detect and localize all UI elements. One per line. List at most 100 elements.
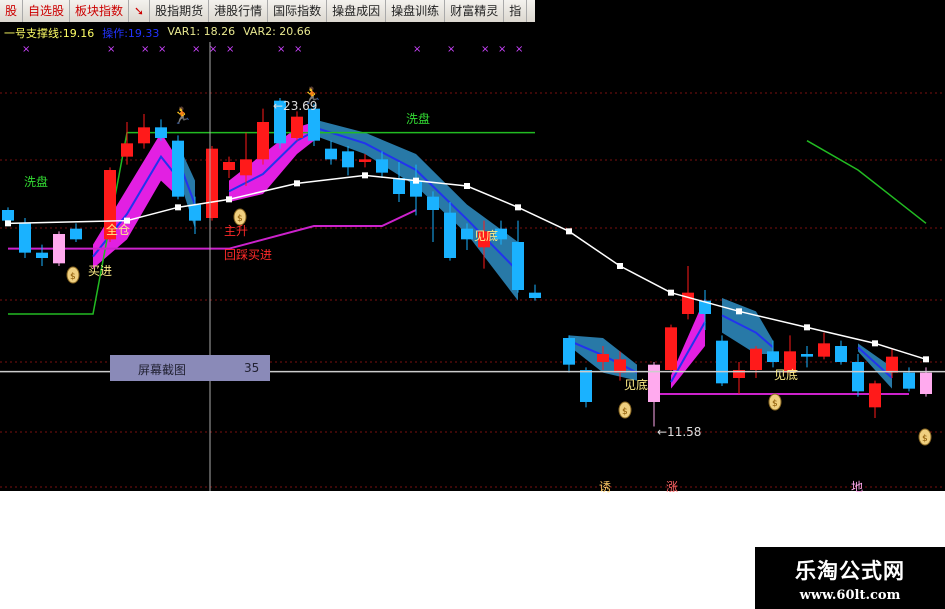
toolbar-blank (535, 0, 945, 22)
watermark-url: www.60lt.com (799, 588, 901, 603)
top-marker: × (498, 44, 506, 55)
indicator-legend: 一号支撑线:19.16 操作:19.33 VAR1: 18.26 VAR2: 2… (4, 25, 311, 41)
toolbar-item[interactable]: 港股行情 (209, 0, 269, 22)
top-marker: × (209, 44, 217, 55)
bottom-label-a: 诱 (599, 480, 612, 494)
top-marker: × (515, 44, 523, 55)
top-marker: × (141, 44, 149, 55)
toolbar-item[interactable]: 财富精灵 (445, 0, 505, 22)
crosshair-tooltip: 屏幕截图 35 (110, 355, 270, 381)
candle-body (240, 159, 252, 176)
top-marker: × (413, 44, 421, 55)
signal-buy-in: 买进 (88, 264, 113, 278)
watermark-title: 乐淘公式网 (795, 558, 905, 583)
candle-body (580, 370, 592, 402)
top-marker: × (481, 44, 489, 55)
candle-body (750, 348, 762, 370)
operation-value: 操作:19.33 (102, 27, 160, 40)
trend-band (229, 122, 314, 202)
money-bag-icon (768, 393, 782, 411)
ma-point (124, 217, 130, 224)
top-marker: × (22, 44, 30, 55)
candle-body (784, 351, 796, 373)
candle-body (852, 362, 864, 392)
ma-point (413, 177, 419, 184)
ma-point (668, 289, 674, 296)
candle-body (2, 210, 14, 221)
candle-body (903, 372, 915, 389)
moving-average-line (7, 174, 927, 361)
candle-body (70, 228, 82, 240)
money-bag-icon: $ (622, 407, 628, 417)
trend-midline (721, 314, 774, 349)
toolbar-item[interactable]: 操盘成因 (327, 0, 387, 22)
candle-body (648, 364, 660, 402)
candle-body (767, 351, 779, 362)
candle-body (529, 292, 541, 298)
candle-body (19, 223, 31, 253)
money-bag-icon (233, 208, 247, 226)
toolbar-item[interactable]: 股指期货 (150, 0, 210, 22)
candle-body (104, 170, 116, 240)
var2-value: VAR2: 20.66 (243, 25, 311, 38)
signal-bottom-1: 见底 (474, 229, 499, 243)
money-bag-icon (66, 266, 80, 284)
support-value: 一号支撑线:19.16 (4, 27, 95, 40)
signal-main-rise: 主升 (224, 224, 249, 238)
tooltip-label: 屏幕截图 (138, 363, 187, 377)
candle-body (257, 122, 269, 160)
ma-point (566, 228, 572, 235)
money-bag-icon: $ (922, 434, 928, 444)
candle-body (495, 228, 507, 240)
candle-body (920, 372, 932, 394)
money-bag-icon: $ (772, 399, 778, 409)
candle-body (665, 327, 677, 370)
toolbar-item[interactable]: 板块指数 (70, 0, 130, 22)
toolbar-item[interactable]: 操盘训练 (386, 0, 446, 22)
candle-body (121, 143, 133, 157)
candle-body (478, 231, 490, 248)
candle-body (563, 338, 575, 365)
candle-body (291, 116, 303, 138)
support-line (8, 209, 417, 250)
candle-body (36, 252, 48, 258)
candle-body (410, 180, 422, 197)
money-bag-icon: $ (70, 272, 76, 282)
var1-value: VAR1: 18.26 (167, 25, 236, 38)
signal-wash-2: 洗盘 (406, 112, 431, 126)
candle-body (835, 346, 847, 362)
candle-body (597, 354, 609, 362)
candle-body (206, 148, 218, 218)
candle-body (393, 178, 405, 194)
toolbar-arrow-icon[interactable]: ➘ (129, 0, 151, 22)
ma-point (923, 356, 929, 363)
candle-body (699, 300, 711, 314)
ma-point (872, 340, 878, 347)
toolbar-item[interactable]: 国际指数 (268, 0, 328, 22)
ma-point (5, 220, 11, 227)
candlestick-chart[interactable]: × × × × × × × × × × × × × × $ $ $ $ $ 🏃 🏃 (0, 0, 945, 491)
ma-point (464, 183, 470, 189)
candle-body (427, 196, 439, 210)
candle-body (733, 370, 745, 378)
trend-band (314, 119, 518, 301)
candle-body (189, 204, 201, 221)
candle-body (818, 343, 830, 357)
high-price-marker: ←23.69 (273, 99, 318, 113)
toolbar-item[interactable]: 股 (0, 0, 24, 22)
toolbar: 股自选股 板块指数 ➘ 股指期货 港股行情 国际指数 操盘成因 操盘训练 财富精灵指 (0, 0, 535, 23)
ma-point (617, 263, 623, 269)
top-marker: × (192, 44, 200, 55)
top-marker: × (277, 44, 285, 55)
toolbar-item[interactable]: 自选股 (23, 0, 71, 22)
watermark-logo: 乐淘公式网 www.60lt.com (755, 547, 945, 609)
ma-point (226, 196, 232, 203)
candle-body (342, 151, 354, 168)
ma-point (362, 172, 368, 179)
trend-band (722, 298, 773, 354)
toolbar-item[interactable]: 指 (504, 0, 528, 22)
candle-body (886, 356, 898, 373)
candle-body (308, 108, 320, 141)
candle-body (155, 127, 167, 138)
chart-area[interactable] (0, 22, 945, 491)
